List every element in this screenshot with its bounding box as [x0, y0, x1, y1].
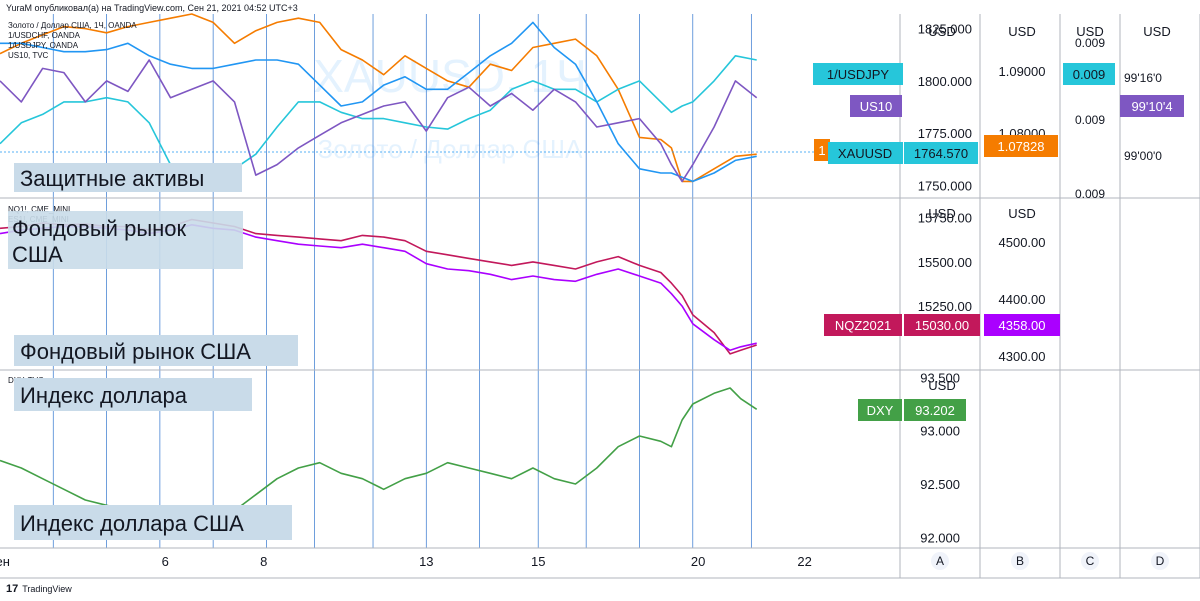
- tag-usdjpy-value-box: [1063, 63, 1115, 85]
- legend-entry: US10, TVC: [8, 51, 49, 60]
- tag-es-value-box: [984, 314, 1060, 336]
- tradingview-icon: 17: [6, 583, 19, 595]
- y-tick-label: 1775.000: [918, 126, 972, 141]
- legend-entry: 1/USDJPY, OANDA: [8, 41, 79, 50]
- legend-entry: 1/USDCHF, OANDA: [8, 31, 81, 40]
- y-tick-label: 1800.000: [918, 74, 972, 89]
- tag-nq-value-box: [904, 314, 980, 336]
- tag-us10-label: US10: [860, 99, 893, 114]
- tag-usdjpy-label: 1/USDJPY: [827, 67, 889, 82]
- x-tick-label: 8: [260, 554, 267, 569]
- series-line-1usdchf: [0, 55, 757, 187]
- y-tick-label: 4400.00: [999, 292, 1046, 307]
- tag-dxy-value-box: [904, 399, 966, 421]
- y-tick-label: 1.09000: [999, 64, 1046, 79]
- y-tick-label: 92.000: [920, 530, 960, 545]
- tag-usdjpy-value: 0.009: [1073, 67, 1106, 82]
- y-tick-label: 15750.00: [918, 211, 972, 226]
- pane-label-safe-haven: Защитные активы: [20, 166, 204, 191]
- scale-unit: USD: [1008, 206, 1035, 221]
- series-line-us10: [0, 59, 758, 183]
- y-tick-label: 99'16'0: [1124, 71, 1162, 85]
- pane-label-us-stocks-bottom: Фондовый рынок США: [20, 339, 251, 364]
- tag-xauusd-orange-label: 1: [818, 143, 825, 158]
- legend-entry: NQ1!, CME_MINI: [8, 205, 70, 214]
- x-tick-label: 15: [531, 554, 545, 569]
- scale-unit: USD: [928, 206, 955, 221]
- scale-letter: D: [1156, 554, 1165, 568]
- scale-unit: USD: [1008, 24, 1035, 39]
- y-tick-label: 4500.00: [999, 235, 1046, 250]
- y-tick-label: 15500.00: [918, 255, 972, 270]
- scale-letter-badge: [931, 552, 949, 570]
- x-tick-label: 22: [797, 554, 811, 569]
- y-tick-label: 99'00'0: [1124, 149, 1162, 163]
- tag-usdchf-value-box: [984, 135, 1058, 157]
- label-box: [14, 505, 292, 540]
- tag-xauusd-orange-box: [814, 139, 830, 161]
- tradingview-name: TradingView: [22, 584, 72, 594]
- label-box: [14, 335, 298, 366]
- tag-usdchf-value: 1.07828: [998, 139, 1045, 154]
- tag-xauusd-box: [828, 142, 903, 164]
- scale-unit: USD: [928, 24, 955, 39]
- y-tick-label: 0.009: [1075, 113, 1105, 127]
- tag-nq-box: [824, 314, 902, 336]
- tag-nq-value: 15030.00: [915, 318, 969, 333]
- scale-letter-badge: [1011, 552, 1029, 570]
- tag-xauusd-value-box: [904, 142, 978, 164]
- y-tick-label: 0.009: [1075, 36, 1105, 50]
- watermark-subtitle: Золото / Доллар США: [318, 134, 584, 164]
- watermark-title: XAUUSD, 1Ч: [313, 50, 587, 102]
- tag-us10-value-box: [1120, 95, 1184, 117]
- y-tick-label: 15250.00: [918, 299, 972, 314]
- y-tick-label: 1825.000: [918, 22, 972, 37]
- y-tick-label: 93.500: [920, 370, 960, 385]
- label-box: [14, 163, 242, 192]
- scale-letter: B: [1016, 554, 1024, 568]
- tag-xauusd-value: 1764.570: [914, 146, 968, 161]
- legend-entry: Золото / Доллар США, 1Ч, OANDA: [8, 21, 137, 30]
- label-box: [8, 211, 243, 269]
- scale-unit: USD: [1076, 24, 1103, 39]
- x-tick-label: ен: [0, 554, 10, 569]
- tag-dxy-box: [858, 399, 902, 421]
- scale-letter: A: [936, 554, 944, 568]
- tag-usdjpy-box: [813, 63, 903, 85]
- scale-unit: USD: [1143, 24, 1170, 39]
- pane-label-dollar-index: Индекс доллара: [20, 383, 188, 408]
- label-box: [14, 378, 252, 411]
- tag-us10-box: [850, 95, 902, 117]
- scale-letter-badge: [1081, 552, 1099, 570]
- scale-letter: C: [1086, 554, 1095, 568]
- y-tick-label: 4300.00: [999, 349, 1046, 364]
- pane-label-dollar-index-bottom: Индекс доллара США: [20, 511, 244, 536]
- y-tick-label: 92.500: [920, 477, 960, 492]
- tag-dxy-label: DXY: [867, 403, 894, 418]
- tag-es-value: 4358.00: [999, 318, 1046, 333]
- scale-letter-badge: [1151, 552, 1169, 570]
- x-tick-label: 20: [691, 554, 705, 569]
- tag-xauusd-label: XAUUSD: [838, 146, 892, 161]
- scale-unit: USD: [928, 378, 955, 393]
- pane-label-us-stocks: Фондовый рынок: [12, 216, 187, 241]
- y-tick-label: 0.009: [1075, 187, 1105, 201]
- y-tick-label: 93.000: [920, 424, 960, 439]
- pane-label-us-stocks-2: США: [12, 242, 63, 267]
- tag-us10-value: 99'10'4: [1131, 99, 1172, 114]
- series-line-1usdjpy: [0, 21, 757, 183]
- publish-info: YuraM опубликовал(а) на TradingView.com,…: [6, 3, 298, 13]
- x-tick-label: 6: [162, 554, 169, 569]
- x-tick-label: 13: [419, 554, 433, 569]
- tag-dxy-value: 93.202: [915, 403, 955, 418]
- tag-nq-label: NQZ2021: [835, 318, 891, 333]
- tradingview-logo[interactable]: 17 TradingView: [6, 583, 72, 595]
- y-tick-label: 1750.000: [918, 179, 972, 194]
